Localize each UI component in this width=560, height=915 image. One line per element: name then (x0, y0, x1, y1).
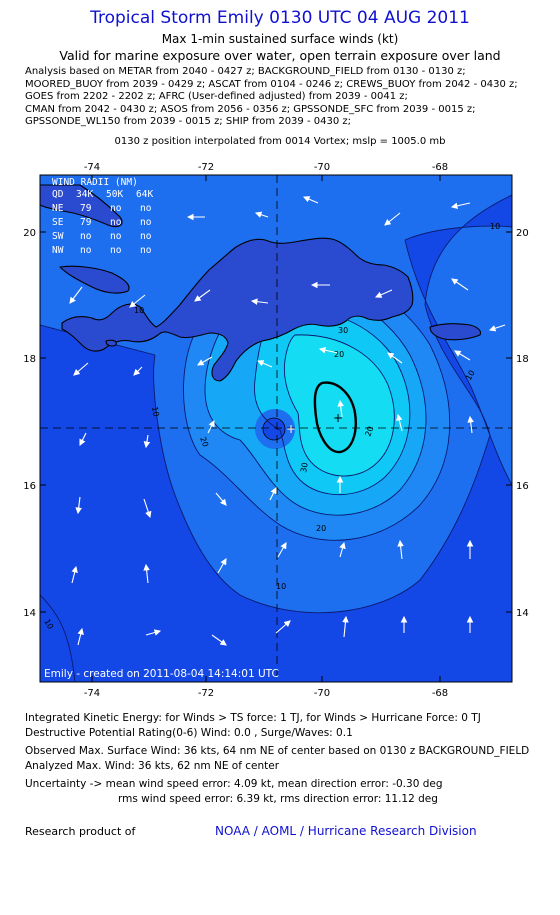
analysis-line: GOES from 2202 - 2202 z; AFRC (User-defi… (25, 91, 408, 103)
jamaica (59, 265, 130, 294)
noaa-aoml-link[interactable]: NOAA / AOML / Hurricane Research Divisio… (215, 824, 477, 838)
max-wind-core (313, 381, 357, 454)
storm-position-note: 0130 z position interpolated from 0014 V… (114, 136, 446, 147)
cuba-tip (40, 184, 123, 228)
map-subtitle: Max 1-min sustained surface winds (kt) (161, 32, 399, 46)
lat-tick-left: 18 (23, 354, 36, 365)
radii-cell: 79 (80, 203, 92, 214)
radii-cell: no (140, 203, 152, 214)
uncertainty-mean-stat: Uncertainty -> mean wind speed error: 4.… (25, 778, 443, 790)
radii-cell: no (110, 231, 122, 242)
lon-tick-bottom: -74 (84, 688, 100, 699)
lat-tick-right: 20 (516, 228, 529, 239)
gonave-island (105, 339, 117, 347)
max-wind-marker: + (333, 411, 343, 425)
radii-cell: no (110, 245, 122, 256)
radii-cell: no (140, 217, 152, 228)
radii-col-34k: 34K (76, 189, 93, 200)
analysis-sources: Analysis based on METAR from 2040 - 0427… (25, 66, 518, 129)
axis-ticks (40, 175, 512, 682)
validity-note: Valid for marine exposure over water, op… (59, 48, 501, 63)
contour-label: 30 (338, 326, 348, 335)
storm-eye-core (262, 417, 286, 441)
radii-cell: SE (52, 217, 64, 228)
lon-tick-top: -72 (198, 162, 214, 173)
credit-label: Research product of (25, 825, 136, 838)
contour-label: 20 (198, 436, 210, 449)
radii-cell: no (110, 203, 122, 214)
lon-tick-bottom: -70 (314, 688, 330, 699)
contour-label: 10 (464, 369, 477, 382)
analysis-line: MOORED_BUOY from 2039 - 0429 z; ASCAT fr… (25, 78, 518, 90)
contour-label: 20 (316, 524, 326, 533)
observed-max-wind-stat: Observed Max. Surface Wind: 36 kts, 64 n… (25, 745, 530, 757)
contour-labels: 10 20 30 20 30 20 10 20 10 10 10 10 (42, 222, 500, 631)
axis-labels: -74 -72 -70 -68 -74 -72 -70 -68 20 18 16… (23, 162, 528, 699)
wind-radii-table: WIND RADII (NM) QD 34K 50K 64K NE 79 no … (52, 177, 153, 256)
radii-cell: no (80, 231, 92, 242)
center-gridlines (40, 175, 512, 682)
radii-cell: SW (52, 231, 64, 242)
radii-cell: no (110, 217, 122, 228)
plot-frame (39, 174, 513, 683)
lat-tick-left: 14 (23, 608, 36, 619)
storm-center-marker: + (286, 422, 296, 436)
contour-label: 10 (42, 618, 55, 631)
wind-field-map: + + (23, 162, 528, 699)
destructive-potential-stat: Destructive Potential Rating(0-6) Wind: … (25, 727, 353, 739)
radii-cell: 79 (80, 217, 92, 228)
ike-stat: Integrated Kinetic Energy: for Winds > T… (25, 712, 481, 724)
lat-tick-right: 18 (516, 354, 529, 365)
lat-tick-right: 16 (516, 481, 529, 492)
radii-cell: no (140, 245, 152, 256)
wind-field: + + (40, 175, 512, 682)
lat-tick-left: 16 (23, 481, 36, 492)
uncertainty-rms-stat: rms wind speed error: 6.39 kt, rms direc… (118, 793, 438, 805)
analysis-line: Analysis based on METAR from 2040 - 0427… (25, 66, 466, 77)
wind-radii-header: WIND RADII (NM) (52, 177, 138, 188)
radii-cell: NW (52, 245, 64, 256)
lon-tick-top: -70 (314, 162, 330, 173)
analyzed-max-wind-stat: Analyzed Max. Wind: 36 kts, 62 nm NE of … (25, 760, 280, 772)
contour-label: 20 (363, 425, 375, 438)
radii-col-64k: 64K (136, 189, 153, 200)
map-title: Tropical Storm Emily 0130 UTC 04 AUG 201… (90, 8, 470, 28)
contour-label: 30 (299, 462, 310, 474)
radii-col-qd: QD (52, 189, 64, 200)
hispaniola (61, 237, 414, 382)
lon-tick-top: -74 (84, 162, 100, 173)
map-footer: Emily - created on 2011-08-04 14:14:01 U… (44, 668, 279, 680)
radii-col-50k: 50K (106, 189, 123, 200)
lon-tick-bottom: -68 (432, 688, 448, 699)
contour-label: 10 (490, 222, 500, 231)
radii-cell: no (140, 231, 152, 242)
radii-cell: NE (52, 203, 64, 214)
contour-label: 10 (150, 406, 161, 418)
lat-tick-right: 14 (516, 608, 529, 619)
contour-label: 10 (276, 582, 286, 591)
puerto-rico (429, 323, 482, 341)
wind-vectors (69, 196, 506, 646)
lon-tick-bottom: -72 (198, 688, 214, 699)
contour-label: 10 (134, 306, 144, 315)
analysis-line: CMAN from 2042 - 0430 z; ASOS from 2056 … (25, 103, 476, 115)
lon-tick-top: -68 (432, 162, 448, 173)
radii-cell: no (80, 245, 92, 256)
analysis-line: GPSSONDE_WL150 from 2039 - 0015 z; SHIP … (25, 116, 351, 128)
lat-tick-left: 20 (23, 228, 36, 239)
contour-label: 20 (334, 350, 344, 359)
land-masses (40, 184, 482, 382)
contour-lines (40, 194, 512, 682)
